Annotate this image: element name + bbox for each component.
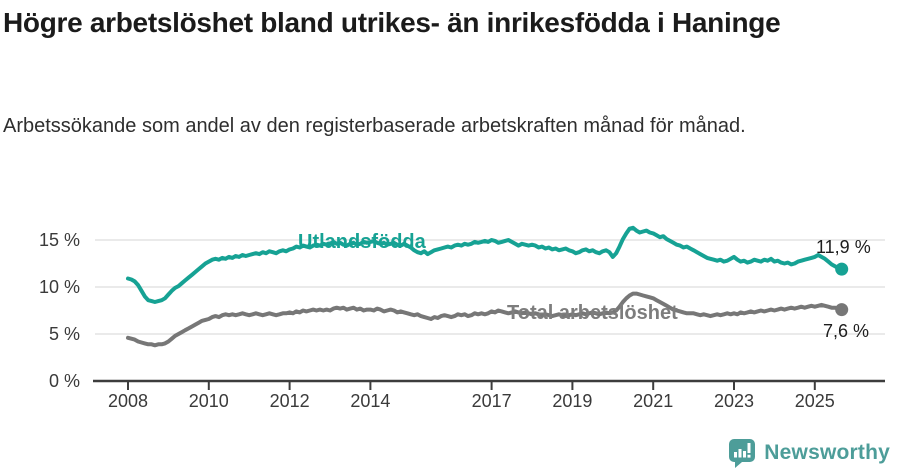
x-tick-label: 2017 [472, 391, 512, 411]
bar-3 [743, 451, 747, 458]
annotations: Utlandsfödda Total arbetslöshet 11,9 % 7… [298, 231, 871, 341]
end-value-total: 7,6 % [823, 321, 869, 341]
y-tick-label: 5 % [49, 324, 80, 344]
newsworthy-logo-icon [729, 439, 756, 468]
brand-name: Newsworthy [764, 441, 890, 464]
brand-footer: Newsworthy [728, 438, 890, 468]
x-tick-label: 2008 [108, 391, 148, 411]
bar-2 [738, 449, 742, 458]
x-tick-label: 2023 [714, 391, 754, 411]
series-label-utlandsfodda: Utlandsfödda [298, 231, 427, 253]
x-tick-label: 2012 [270, 391, 310, 411]
header: Högre arbetslöshet bland utrikes- än inr… [3, 4, 883, 42]
gridlines [95, 239, 885, 335]
x-axis [93, 379, 885, 390]
series-label-total: Total arbetslöshet [507, 302, 678, 324]
y-tick-label: 0 % [49, 371, 80, 391]
series-end-dot-1 [835, 303, 849, 317]
x-tick-label: 2010 [189, 391, 229, 411]
y-tick-label: 10 % [39, 277, 80, 297]
series-line-1 [126, 291, 844, 348]
exclamation-dot [747, 454, 751, 458]
series-end-dot-0 [835, 262, 849, 276]
x-axis-labels: 2008 2010 2012 2014 2017 2019 2021 2023 2025 [108, 391, 835, 411]
end-value-utlandsfodda: 11,9 % [816, 237, 871, 257]
x-tick-label: 2025 [795, 391, 835, 411]
chart-subtitle: Arbetssökande som andel av den registerb… [3, 115, 746, 137]
y-axis-labels: 0 % 5 % 10 % 15 % [39, 230, 80, 391]
exclamation-bar [747, 443, 751, 453]
series-lines [126, 225, 849, 348]
bar-1 [734, 452, 738, 458]
y-tick-label: 15 % [39, 230, 80, 250]
x-tick-label: 2021 [633, 391, 673, 411]
x-tick-label: 2014 [350, 391, 390, 411]
speech-bubble-shape [729, 439, 756, 468]
page-title: Högre arbetslöshet bland utrikes- än inr… [3, 7, 781, 38]
x-tick-label: 2019 [552, 391, 592, 411]
series-line-0 [126, 225, 844, 304]
